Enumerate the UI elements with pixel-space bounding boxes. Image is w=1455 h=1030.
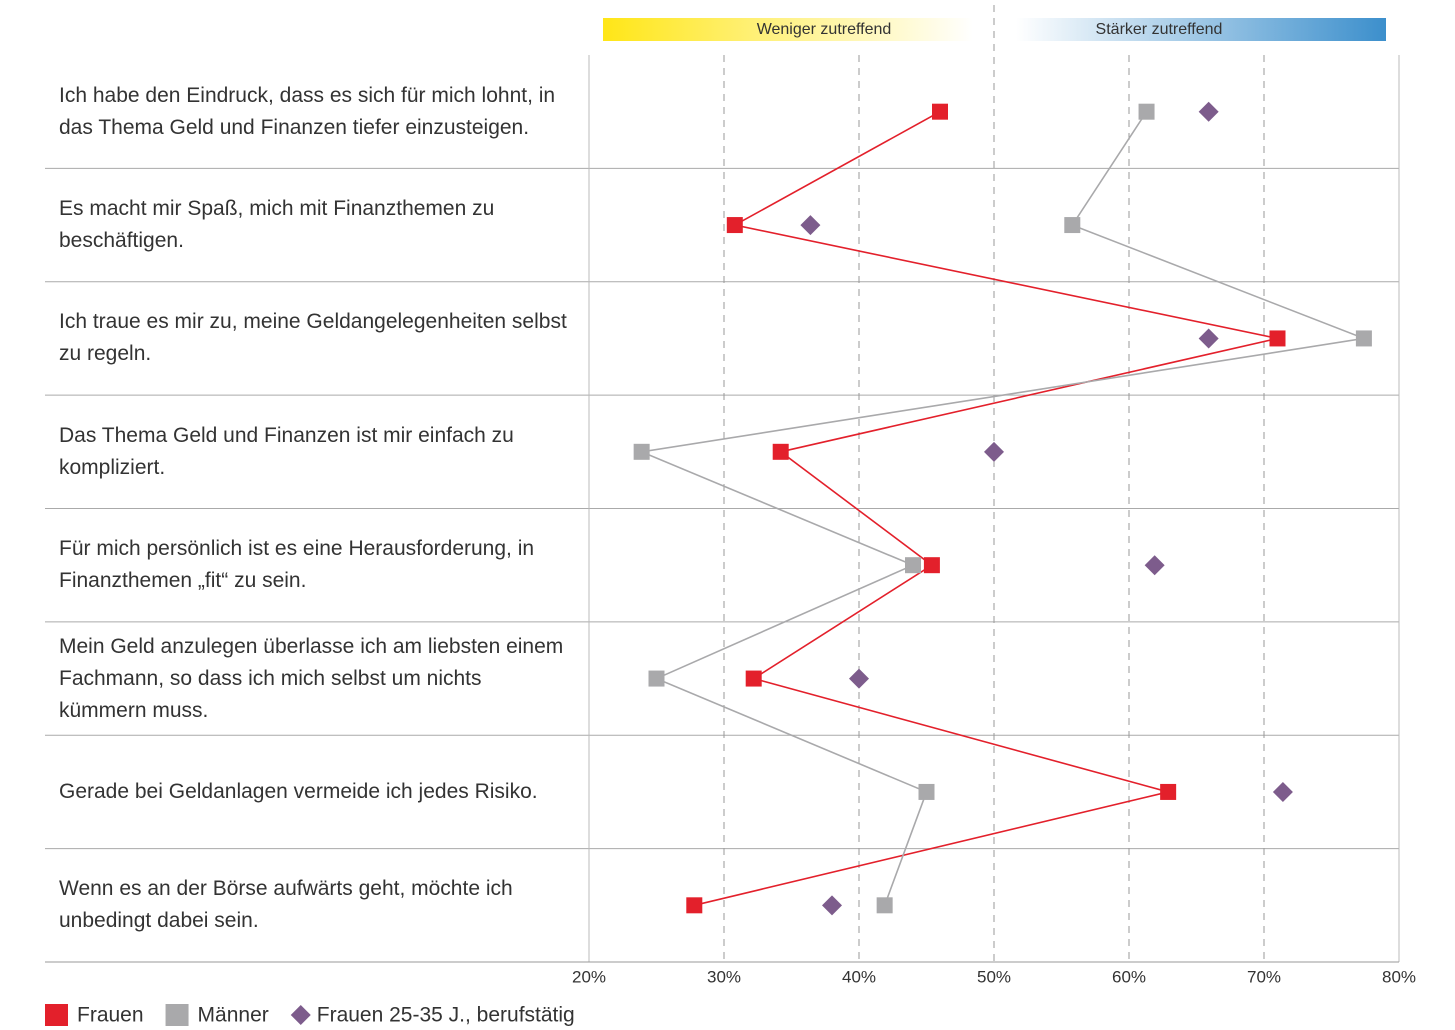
x-tick-label: 80% xyxy=(1382,967,1416,986)
diamond-marker xyxy=(849,668,869,689)
scale-band-high xyxy=(1016,18,1386,41)
square-marker xyxy=(923,557,940,574)
square-marker xyxy=(648,670,665,687)
category-label: Mein Geld anzulegen überlasse ich am lie… xyxy=(59,634,564,722)
category-label: Wenn es an der Börse aufwärts geht, möch… xyxy=(59,877,513,933)
square-marker xyxy=(905,557,921,574)
square-marker xyxy=(726,217,743,234)
diamond-marker xyxy=(1272,781,1293,802)
x-tick-label: 30% xyxy=(707,967,741,986)
square-marker xyxy=(932,103,948,120)
diamond-marker xyxy=(822,895,842,916)
diamond-marker xyxy=(1144,555,1165,576)
square-marker xyxy=(1269,330,1286,347)
scale-label: Weniger zutreffend xyxy=(757,21,892,38)
scale-label: Stärker zutreffend xyxy=(1096,21,1223,38)
category-label: Gerade bei Geldanlagen vermeide ich jede… xyxy=(59,779,538,803)
square-marker xyxy=(1160,783,1177,800)
square-marker xyxy=(1355,330,1372,347)
series-line xyxy=(694,110,1278,907)
x-tick-label: 50% xyxy=(977,967,1011,986)
category-label: Ich habe den Eindruck, dass es sich für … xyxy=(59,83,556,139)
legend-swatch xyxy=(290,1005,311,1025)
diamond-marker xyxy=(984,441,1004,462)
square-marker xyxy=(745,670,762,687)
diamond-marker xyxy=(1198,328,1219,349)
series-line xyxy=(638,111,1367,906)
diamond-marker xyxy=(800,215,821,236)
category-label: Das Thema Geld und Finanzen ist mir einf… xyxy=(59,423,514,479)
square-marker xyxy=(686,897,703,914)
x-tick-label: 70% xyxy=(1247,967,1281,986)
square-marker xyxy=(876,897,893,914)
category-label: Für mich persönlich ist es eine Herausfo… xyxy=(59,537,535,593)
legend-label: Frauen 25-35 J., berufstätig xyxy=(317,1004,575,1027)
category-label: Ich traue es mir zu, meine Geldangelegen… xyxy=(59,310,567,366)
square-marker xyxy=(633,443,650,460)
scale-band-low xyxy=(603,18,973,41)
square-marker xyxy=(1138,103,1155,120)
legend-label: Frauen xyxy=(77,1004,144,1027)
square-marker xyxy=(772,443,789,460)
x-tick-label: 20% xyxy=(572,967,606,986)
category-label: Es macht mir Spaß, mich mit Finanzthemen… xyxy=(59,197,495,253)
square-marker xyxy=(918,783,935,800)
x-tick-label: 40% xyxy=(842,967,876,986)
diamond-marker xyxy=(1198,101,1219,122)
square-marker xyxy=(1064,217,1081,234)
legend-label: Männer xyxy=(198,1004,269,1027)
legend-swatch xyxy=(165,1004,189,1026)
x-tick-label: 60% xyxy=(1112,967,1146,986)
legend-swatch xyxy=(45,1004,68,1026)
